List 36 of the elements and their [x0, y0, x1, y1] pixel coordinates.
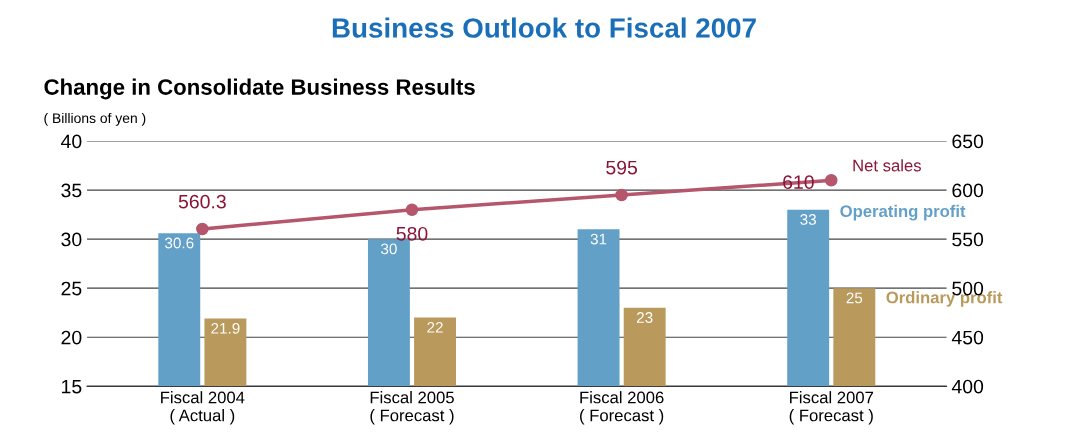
- data-label: 610: [783, 175, 814, 190]
- data-label: 30.6: [165, 237, 194, 249]
- data-label: 580: [396, 226, 428, 241]
- y2-tick-label: 550: [952, 232, 984, 247]
- data-label: 30: [381, 243, 397, 255]
- data-label: 33: [800, 214, 817, 225]
- x-tick-label: Fiscal 2007 ( Forecast ): [789, 391, 874, 425]
- point: [405, 203, 419, 216]
- data-label: 22: [427, 321, 443, 333]
- point: [615, 188, 628, 202]
- data-label: 560.3: [178, 194, 226, 209]
- y2-tick-label: 450: [951, 330, 984, 345]
- chart-subtitle: Change in Consolidate Business Results: [44, 78, 475, 100]
- y-tick-label: 40: [61, 134, 82, 149]
- y-tick-label: 30: [61, 232, 82, 247]
- data-label: 595: [606, 160, 638, 175]
- chart-title: Business Outlook to Fiscal 2007: [332, 17, 756, 38]
- y-axis-title: ( Billions of yen ): [44, 112, 146, 126]
- data-label: 23: [636, 312, 653, 323]
- x-tick-label: Fiscal 2006 ( Forecast ): [580, 391, 664, 425]
- y2-tick-label: 400: [951, 379, 984, 394]
- y2-tick-label: 600: [952, 183, 984, 198]
- data-label: 31: [590, 233, 607, 245]
- y-tick-label: 35: [61, 183, 82, 198]
- y2-tick-label: 650: [952, 134, 984, 149]
- y-tick-label: 25: [61, 281, 82, 296]
- point: [825, 174, 838, 187]
- series-label: Operating profit: [840, 204, 966, 221]
- series-label: Net sales: [853, 159, 921, 172]
- y-tick-label: 20: [61, 330, 82, 345]
- data-label: 25: [846, 292, 863, 304]
- y-tick-label: 15: [62, 379, 82, 394]
- x-tick-label: Fiscal 2004 ( Actual ): [161, 391, 245, 425]
- point: [196, 222, 209, 236]
- data-label: 21.9: [211, 322, 240, 334]
- x-tick-label: Fiscal 2005 ( Forecast ): [370, 391, 454, 425]
